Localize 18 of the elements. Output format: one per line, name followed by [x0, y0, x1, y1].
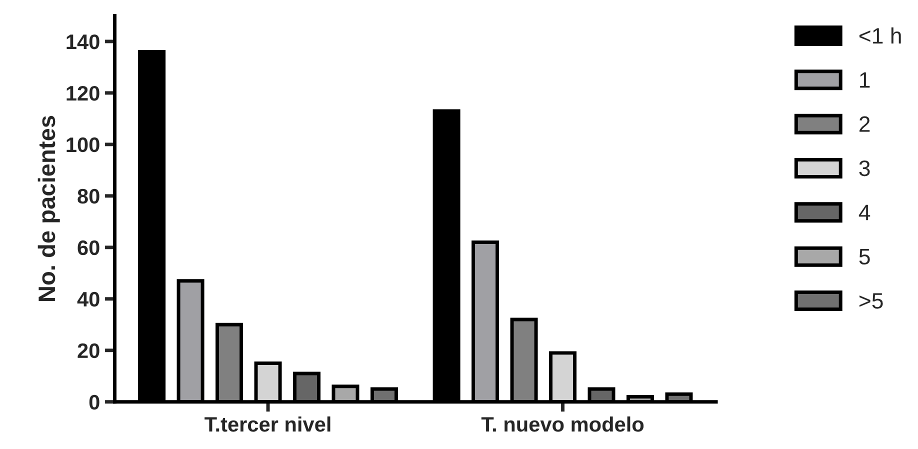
y-tick-label: 120	[66, 86, 100, 101]
legend-label: >5	[859, 293, 883, 309]
x-tick-label: T.tercer nivel	[204, 416, 330, 432]
x-tick-label: T. nuevo modelo	[481, 416, 644, 432]
legend-label: 3	[859, 160, 870, 176]
legend-label: 5	[859, 249, 870, 265]
y-tick-label: 0	[89, 394, 100, 410]
y-tick-label: 20	[78, 343, 100, 358]
y-tick-label: 60	[78, 240, 100, 256]
legend-label: 4	[858, 204, 870, 220]
y-tick-label: 100	[66, 137, 100, 152]
y-tick-label: 40	[77, 292, 100, 307]
legend-label: <1 h	[859, 27, 901, 44]
legend-label: 1	[860, 72, 870, 88]
legend-label: 2	[860, 116, 870, 132]
y-tick-label: 80	[78, 188, 100, 204]
y-axis-title: No. de pacientes	[38, 116, 60, 302]
y-tick-label: 140	[66, 34, 100, 50]
